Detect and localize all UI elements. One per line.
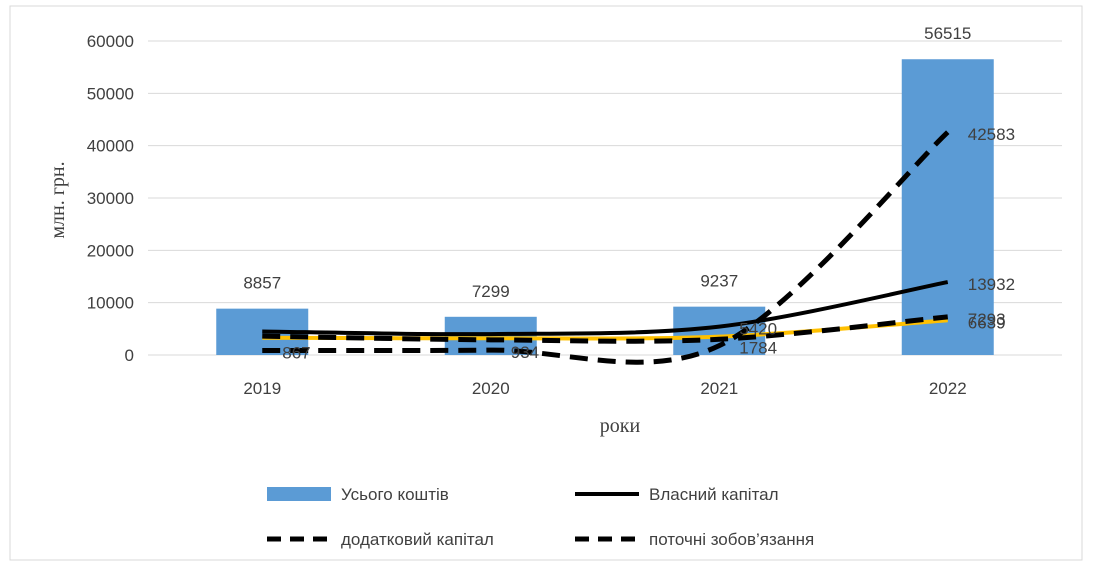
series-line <box>262 314 948 344</box>
x-axis-label: роки <box>600 415 641 437</box>
bar-data-label: 7299 <box>472 282 510 301</box>
data-labels: 8857 7299 9237 56515 5420 13932 7293 867 934 1784… <box>243 24 1015 362</box>
line-data-label: 934 <box>511 343 539 362</box>
bar <box>901 59 994 356</box>
line-data-label: 867 <box>282 343 310 362</box>
legend-label: Усього коштів <box>341 485 449 504</box>
line-data-label: 42583 <box>968 125 1015 144</box>
y-axis-label: млн. грн. <box>47 161 69 238</box>
y-tick-label: 30000 <box>87 189 134 208</box>
lines <box>262 130 950 365</box>
y-tick-label: 50000 <box>87 84 134 103</box>
y-axis-ticks: 0 10000 20000 30000 40000 50000 60000 <box>87 32 134 365</box>
y-tick-label: 20000 <box>87 241 134 260</box>
y-tick-label: 0 <box>125 346 134 365</box>
x-tick-label: 2019 <box>243 379 281 398</box>
x-tick-label: 2020 <box>472 379 510 398</box>
line-data-label: 5420 <box>739 320 777 339</box>
y-tick-label: 10000 <box>87 294 134 313</box>
legend-label: поточні зобов’язання <box>649 530 814 549</box>
y-tick-label: 60000 <box>87 32 134 51</box>
series-line <box>262 280 949 337</box>
line-data-label: 7293 <box>968 310 1006 329</box>
bar-data-label: 56515 <box>924 24 971 43</box>
legend-label: додатковий капітал <box>341 530 494 549</box>
legend: Усього коштів Власний капітал додатковий к… <box>267 485 814 549</box>
bars <box>216 59 994 356</box>
x-tick-label: 2022 <box>929 379 967 398</box>
line-data-label: 13932 <box>968 275 1015 294</box>
bar-data-label: 8857 <box>243 274 281 293</box>
legend-swatch <box>267 487 331 501</box>
bar-data-label: 9237 <box>700 272 738 291</box>
x-tick-label: 2021 <box>700 379 738 398</box>
x-axis-ticks: 2019 2020 2021 2022 <box>243 379 966 398</box>
line-data-label: 1784 <box>739 339 777 358</box>
line-data-label: 6639 <box>968 313 1006 332</box>
y-tick-label: 40000 <box>87 137 134 156</box>
legend-label: Власний капітал <box>649 485 779 504</box>
